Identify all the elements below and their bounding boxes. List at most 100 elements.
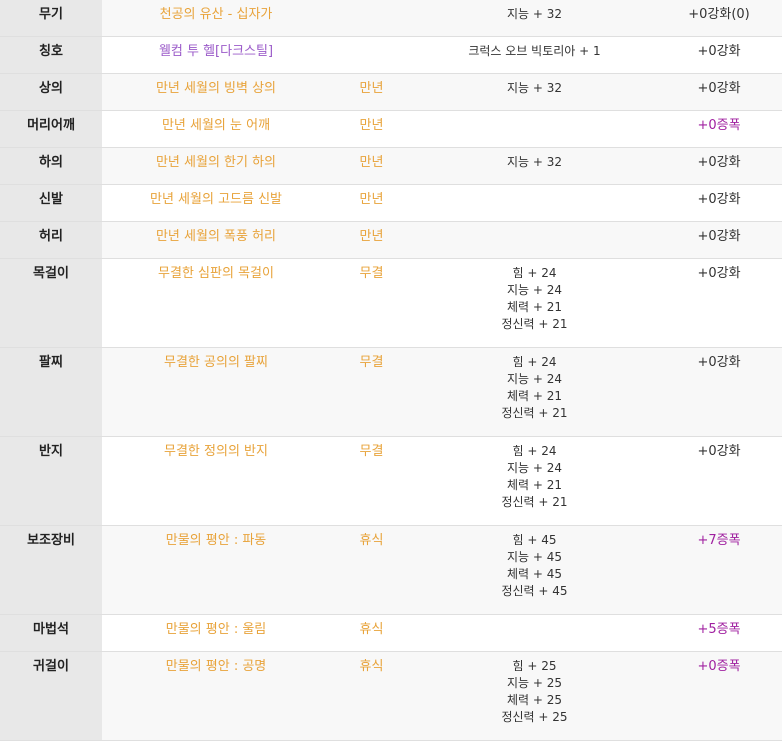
stat-line: 지능 + 32: [506, 80, 563, 95]
equipment-row: 반지 무결한 정의의 반지 무결 힘 + 24 지능 + 24 체력 + 21 …: [0, 436, 782, 525]
item-tier: 무결: [330, 347, 413, 436]
item-stats: 지능 + 32: [413, 0, 656, 36]
stat-line: 지능 + 24: [506, 282, 563, 297]
item-name-link[interactable]: 만년 세월의 폭풍 허리: [102, 221, 330, 258]
item-name-link[interactable]: 만물의 평안 : 공명: [102, 651, 330, 740]
enhance-value: +0강화(0): [656, 0, 782, 36]
stat-line: 정신력 + 21: [501, 494, 568, 509]
item-name-link[interactable]: 만물의 평안 : 울림: [102, 614, 330, 651]
slot-label: 반지: [0, 436, 102, 525]
equipment-row: 팔찌 무결한 공의의 팔찌 무결 힘 + 24 지능 + 24 체력 + 21 …: [0, 347, 782, 436]
enhance-value: +0강화: [656, 347, 782, 436]
item-stats: 힘 + 25 지능 + 25 체력 + 25 정신력 + 25: [413, 651, 656, 740]
enhance-value: +0강화: [656, 147, 782, 184]
enhance-value: +0강화: [656, 36, 782, 73]
equipment-row: 귀걸이 만물의 평안 : 공명 휴식 힘 + 25 지능 + 25 체력 + 2…: [0, 651, 782, 740]
enhance-value: +0강화: [656, 221, 782, 258]
item-tier: 휴식: [330, 651, 413, 740]
equipment-row: 마법석 만물의 평안 : 울림 휴식 +5증폭: [0, 614, 782, 651]
item-tier: 만년: [330, 73, 413, 110]
stat-line: 체력 + 21: [506, 299, 563, 314]
equipment-row: 신발 만년 세월의 고드름 신발 만년 +0강화: [0, 184, 782, 221]
item-stats: [413, 184, 656, 221]
stat-line: 힘 + 25: [512, 658, 557, 673]
stat-line: 정신력 + 25: [501, 709, 568, 724]
item-stats: [413, 614, 656, 651]
item-stats: 지능 + 32: [413, 147, 656, 184]
slot-label: 귀걸이: [0, 651, 102, 740]
item-name-link[interactable]: 천공의 유산 - 십자가: [102, 0, 330, 36]
stat-line: 체력 + 21: [506, 477, 563, 492]
item-name-link[interactable]: 만물의 평안 : 파동: [102, 525, 330, 614]
equipment-row: 무기 천공의 유산 - 십자가 지능 + 32 +0강화(0): [0, 0, 782, 36]
slot-label: 마법석: [0, 614, 102, 651]
item-stats: [413, 221, 656, 258]
stat-line: 지능 + 25: [506, 675, 563, 690]
item-tier: 휴식: [330, 614, 413, 651]
stat-line: 지능 + 45: [506, 549, 563, 564]
item-tier: 무결: [330, 436, 413, 525]
slot-label: 팔찌: [0, 347, 102, 436]
stat-line: 크럭스 오브 빅토리아 + 1: [468, 43, 601, 58]
item-tier: 만년: [330, 184, 413, 221]
stat-line: 지능 + 24: [506, 371, 563, 386]
stat-line: 힘 + 24: [512, 265, 557, 280]
item-name-link[interactable]: 만년 세월의 눈 어깨: [102, 110, 330, 147]
item-name-link[interactable]: 무결한 심판의 목걸이: [102, 258, 330, 347]
enhance-value: +0증폭: [656, 651, 782, 740]
item-name-link[interactable]: 만년 세월의 고드름 신발: [102, 184, 330, 221]
slot-label: 신발: [0, 184, 102, 221]
item-stats: 힘 + 24 지능 + 24 체력 + 21 정신력 + 21: [413, 258, 656, 347]
item-tier: [330, 0, 413, 36]
stat-line: 체력 + 25: [506, 692, 563, 707]
item-tier: 무결: [330, 258, 413, 347]
slot-label: 무기: [0, 0, 102, 36]
stat-line: 정신력 + 21: [501, 405, 568, 420]
equipment-row: 허리 만년 세월의 폭풍 허리 만년 +0강화: [0, 221, 782, 258]
enhance-value: +0강화: [656, 436, 782, 525]
item-tier: 만년: [330, 221, 413, 258]
item-name-link[interactable]: 만년 세월의 빙벽 상의: [102, 73, 330, 110]
slot-label: 목걸이: [0, 258, 102, 347]
stat-line: 정신력 + 45: [501, 583, 568, 598]
stat-line: 체력 + 21: [506, 388, 563, 403]
item-stats: 힘 + 24 지능 + 24 체력 + 21 정신력 + 21: [413, 347, 656, 436]
stat-line: 힘 + 24: [512, 354, 557, 369]
equipment-row: 칭호 웰컴 투 헬[다크스틸] 크럭스 오브 빅토리아 + 1 +0강화: [0, 36, 782, 73]
enhance-value: +5증폭: [656, 614, 782, 651]
stat-line: 지능 + 32: [506, 7, 563, 21]
item-stats: 힘 + 24 지능 + 24 체력 + 21 정신력 + 21: [413, 436, 656, 525]
enhance-value: +0강화: [656, 73, 782, 110]
item-tier: [330, 36, 413, 73]
slot-label: 하의: [0, 147, 102, 184]
item-tier: 만년: [330, 147, 413, 184]
equipment-row: 목걸이 무결한 심판의 목걸이 무결 힘 + 24 지능 + 24 체력 + 2…: [0, 258, 782, 347]
enhance-value: +0강화: [656, 258, 782, 347]
slot-label: 칭호: [0, 36, 102, 73]
slot-label: 머리어깨: [0, 110, 102, 147]
stat-line: 지능 + 32: [506, 154, 563, 169]
enhance-value: +0강화: [656, 184, 782, 221]
stat-line: 힘 + 45: [512, 532, 557, 547]
item-stats: [413, 110, 656, 147]
stat-line: 지능 + 24: [506, 460, 563, 475]
enhance-value: +0증폭: [656, 110, 782, 147]
item-stats: 힘 + 45 지능 + 45 체력 + 45 정신력 + 45: [413, 525, 656, 614]
item-name-link[interactable]: 무결한 공의의 팔찌: [102, 347, 330, 436]
item-stats: 크럭스 오브 빅토리아 + 1: [413, 36, 656, 73]
item-name-link[interactable]: 웰컴 투 헬[다크스틸]: [102, 36, 330, 73]
enhance-value: +7증폭: [656, 525, 782, 614]
equipment-row: 머리어깨 만년 세월의 눈 어깨 만년 +0증폭: [0, 110, 782, 147]
item-name-link[interactable]: 만년 세월의 한기 하의: [102, 147, 330, 184]
slot-label: 상의: [0, 73, 102, 110]
item-tier: 휴식: [330, 525, 413, 614]
equipment-row: 상의 만년 세월의 빙벽 상의 만년 지능 + 32 +0강화: [0, 73, 782, 110]
item-tier: 만년: [330, 110, 413, 147]
stat-line: 힘 + 24: [512, 443, 557, 458]
item-name-link[interactable]: 무결한 정의의 반지: [102, 436, 330, 525]
slot-label: 보조장비: [0, 525, 102, 614]
equipment-row: 보조장비 만물의 평안 : 파동 휴식 힘 + 45 지능 + 45 체력 + …: [0, 525, 782, 614]
stat-line: 체력 + 45: [506, 566, 563, 581]
